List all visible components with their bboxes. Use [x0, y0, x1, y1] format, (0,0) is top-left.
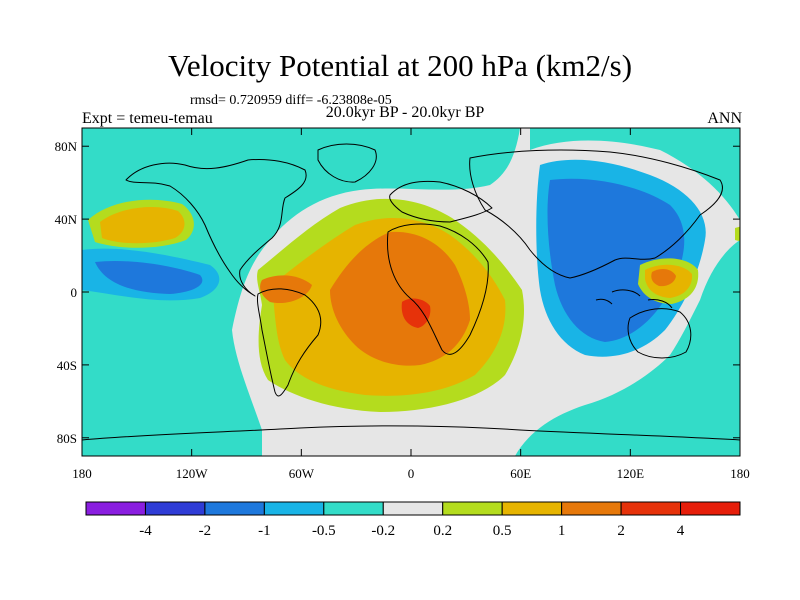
map-title: Velocity Potential at 200 hPa (km2/s) — [167, 48, 633, 83]
colorbar-label: -1 — [258, 523, 271, 539]
coast-australia — [627, 308, 692, 359]
stats-label: rmsd= 0.720959 diff= -6.23808e-05 — [190, 93, 392, 108]
coast-south-america — [257, 288, 322, 397]
lat-tick-label: 80S — [57, 431, 77, 446]
colorbar: -4 -2 -1 -0.5 -0.2 0.2 0.5 1 2 4 — [85, 501, 741, 539]
colorbar-label: -0.2 — [371, 523, 395, 539]
contour-orange-atlantic — [330, 231, 470, 366]
contour-cyan-east — [515, 128, 740, 456]
season-label: ANN — [707, 110, 742, 127]
lon-tick-label: 180 — [72, 466, 92, 481]
contour-midblue-east — [547, 178, 685, 342]
contour-yellow-npacific-inner — [100, 206, 185, 244]
lat-tick-label: 40S — [57, 358, 77, 373]
coast-africa — [386, 223, 489, 355]
coast-greenland — [317, 143, 377, 183]
contour-red-congo — [401, 298, 431, 328]
experiment-label: Expt = temeu-temau — [82, 110, 213, 127]
lon-tick-label: 120E — [617, 466, 645, 481]
colorbar-swatch — [680, 501, 741, 516]
colorbar-swatch — [263, 501, 325, 516]
contour-midblue-pacific — [95, 260, 203, 294]
coast-north-america — [125, 159, 307, 297]
colorbar-label: 2 — [617, 523, 625, 539]
contour-orange-westpac — [651, 268, 676, 287]
contour-cyan-north — [82, 128, 520, 456]
period-label: 20.0kyr BP - 20.0kyr BP — [325, 104, 485, 121]
lon-tick-label: 120W — [176, 466, 209, 481]
colorbar-swatch — [561, 501, 622, 516]
lat-tick-label: 40N — [55, 212, 78, 227]
colorbar-swatch — [382, 501, 444, 516]
lat-tick-label: 80N — [55, 139, 78, 154]
colorbar-label: -4 — [139, 523, 152, 539]
lon-tick-label: 180 — [730, 466, 750, 481]
coast-asia — [469, 149, 723, 279]
colorbar-label: 0.2 — [433, 523, 452, 539]
colorbar-swatch — [204, 501, 265, 516]
coast-europe — [389, 180, 493, 223]
lon-tick-label: 0 — [408, 466, 415, 481]
lon-tick-label: 60E — [510, 466, 531, 481]
colorbar-swatch — [144, 501, 206, 516]
colorbar-swatch — [501, 501, 563, 516]
colorbar-swatch — [85, 501, 146, 516]
coastlines — [82, 143, 740, 441]
contour-yellowgreen-dateline — [735, 226, 740, 242]
colorbar-swatch — [323, 501, 384, 516]
colorbar-swatch — [620, 501, 682, 516]
colorbar-label: 1 — [558, 523, 566, 539]
contour-fill — [82, 128, 740, 456]
colorbar-swatch — [442, 501, 503, 516]
latitude-axis: 80N 40N 0 40S 80S — [55, 139, 740, 446]
colorbar-label: 4 — [677, 523, 685, 539]
colorbar-label: -2 — [199, 523, 212, 539]
colorbar-label: 0.5 — [493, 523, 512, 539]
coast-maritime-islands — [595, 289, 673, 309]
lat-tick-label: 0 — [71, 285, 78, 300]
lon-tick-label: 60W — [289, 466, 315, 481]
colorbar-label: -0.5 — [312, 523, 336, 539]
longitude-axis: 180 120W 60W 0 60E 120E 180 — [72, 128, 750, 481]
coast-antarctica — [82, 425, 740, 441]
